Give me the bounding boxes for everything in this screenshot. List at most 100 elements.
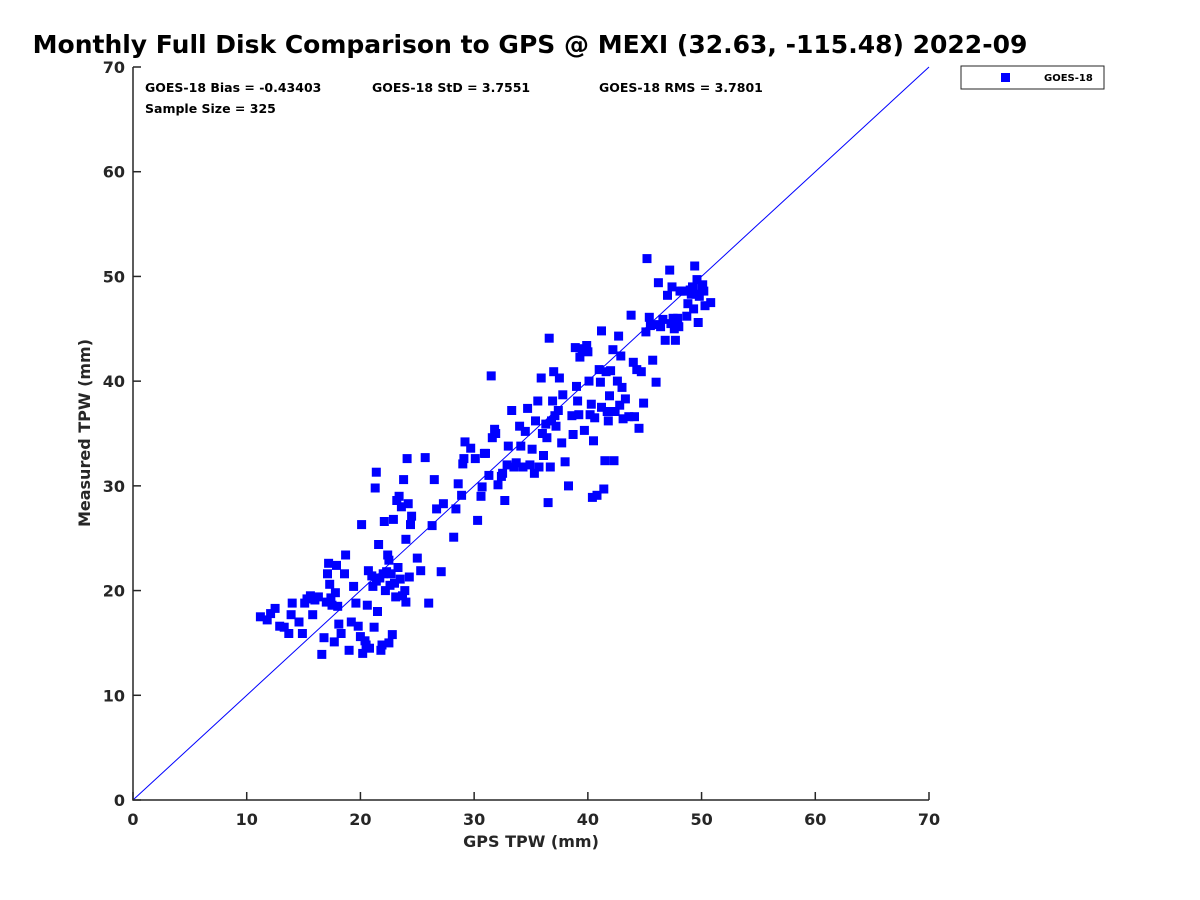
data-point — [412, 553, 422, 563]
data-point — [432, 504, 442, 514]
x-axis-label: GPS TPW (mm) — [463, 832, 599, 851]
data-point — [608, 345, 618, 355]
data-point — [436, 567, 446, 577]
y-tick-label: 20 — [103, 582, 125, 601]
data-point — [358, 648, 368, 658]
data-point — [584, 376, 594, 386]
data-point — [351, 598, 361, 608]
data-point — [597, 402, 606, 412]
plot-area: 0 10 20 30 40 50 60 70 0 10 20 30 40 50 60 70 — [103, 58, 940, 829]
data-point — [650, 320, 660, 330]
data-point — [424, 598, 434, 608]
data-point — [609, 456, 619, 466]
data-point — [325, 579, 335, 589]
data-point — [616, 351, 626, 361]
data-point — [543, 498, 553, 508]
data-point — [451, 504, 461, 514]
data-point — [634, 423, 644, 433]
data-point — [590, 413, 600, 423]
data-point — [484, 470, 494, 480]
data-point — [603, 416, 613, 426]
data-point — [663, 290, 672, 300]
data-point — [653, 278, 663, 288]
data-point — [402, 454, 412, 464]
data-point — [383, 550, 393, 560]
data-point — [557, 438, 567, 448]
data-point — [615, 400, 625, 410]
data-point — [507, 406, 517, 415]
data-point — [564, 481, 573, 491]
data-point — [686, 289, 696, 299]
data-point — [548, 396, 558, 406]
data-point — [651, 377, 661, 387]
data-point — [503, 441, 513, 451]
data-point — [388, 514, 398, 524]
data-point — [698, 280, 708, 290]
data-point — [458, 459, 468, 469]
legend: GOES-18 — [960, 65, 1105, 90]
data-point — [355, 632, 365, 642]
data-point — [400, 586, 410, 596]
data-point — [644, 312, 654, 322]
data-point — [572, 381, 581, 391]
data-point — [595, 377, 605, 387]
data-point — [550, 411, 560, 421]
data-point — [466, 443, 476, 453]
data-point — [502, 460, 512, 470]
data-point — [560, 457, 570, 467]
data-point — [294, 617, 304, 627]
data-point — [377, 640, 387, 650]
legend-entry-goes-18: GOES-18 — [1044, 73, 1093, 84]
data-point — [553, 406, 563, 415]
data-point — [374, 540, 384, 549]
one-to-one-reference-line — [132, 66, 930, 801]
data-point — [599, 484, 609, 494]
data-point — [690, 261, 700, 271]
x-tick-label: 0 — [127, 810, 138, 829]
y-tick-label: 60 — [103, 163, 125, 182]
data-point — [401, 597, 411, 607]
x-tick-label: 60 — [804, 810, 826, 829]
data-point — [308, 610, 318, 620]
data-point — [594, 365, 604, 375]
data-point — [399, 475, 409, 485]
data-point — [357, 520, 367, 530]
data-point — [630, 412, 639, 422]
data-point — [429, 475, 439, 485]
y-axis-label: Measured TPW (mm) — [75, 339, 94, 527]
data-point — [636, 367, 646, 377]
data-point — [667, 282, 677, 292]
legend-box — [960, 65, 1105, 90]
data-point — [376, 645, 386, 655]
data-point — [700, 301, 710, 311]
data-point — [416, 566, 426, 576]
x-tick-label: 70 — [918, 810, 940, 829]
x-tick-label: 40 — [577, 810, 599, 829]
data-point — [334, 619, 344, 629]
data-point — [380, 586, 390, 596]
data-point — [336, 629, 346, 638]
data-point — [330, 588, 340, 598]
data-point — [349, 581, 359, 591]
data-point — [453, 479, 463, 489]
data-point — [384, 638, 394, 648]
data-point — [674, 322, 684, 332]
data-point — [605, 391, 614, 401]
std-stat: GOES-18 StD = 3.7551 — [372, 80, 530, 95]
data-point — [391, 592, 401, 602]
data-point — [573, 396, 583, 406]
y-tick-label: 10 — [103, 686, 125, 705]
data-point — [395, 574, 405, 584]
data-point — [545, 462, 555, 472]
data-point — [332, 560, 341, 570]
data-point — [660, 335, 670, 345]
data-point — [626, 310, 636, 320]
x-tick-label: 50 — [690, 810, 712, 829]
data-point — [673, 313, 683, 323]
data-point — [369, 622, 379, 632]
data-point — [396, 502, 406, 512]
data-point — [688, 282, 697, 292]
data-point — [612, 376, 622, 386]
data-point — [344, 645, 354, 655]
data-point — [284, 629, 294, 638]
